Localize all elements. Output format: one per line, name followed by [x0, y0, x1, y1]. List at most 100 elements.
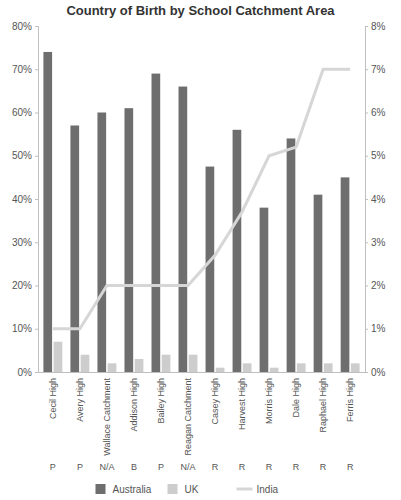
tick: Raphael High [318, 372, 328, 433]
bar [341, 177, 350, 372]
x-axis: Cecil HighAvery HighWallace CatchmentAdd… [39, 372, 366, 456]
tick-mark [35, 69, 38, 70]
bar [314, 195, 323, 372]
sublabel: N/A [99, 462, 114, 472]
tick: 50% [12, 150, 38, 161]
tick-mark [35, 329, 38, 330]
bar [216, 368, 225, 372]
tick-label: 7% [371, 64, 386, 75]
tick-label: 2% [371, 280, 386, 291]
tick-label: 4% [371, 194, 386, 205]
sublabel: R [293, 462, 300, 472]
tick: 1% [365, 323, 386, 334]
tick-mark [365, 113, 368, 114]
bar [179, 87, 188, 372]
tick-mark [35, 286, 38, 287]
tick-label: Harvest High [237, 378, 247, 430]
sublabel: P [77, 462, 83, 472]
tick-mark [365, 199, 368, 200]
tick-label: Addison High [129, 378, 139, 432]
legend-label: UK [185, 484, 199, 495]
tick: 7% [365, 64, 386, 75]
tick: 10% [12, 323, 38, 334]
sublabel: P [50, 462, 56, 472]
sublabel: R [239, 462, 246, 472]
tick-mark [35, 199, 38, 200]
tick-mark [35, 26, 38, 27]
x-sublabels: PPN/ABPN/ARRRRRR [50, 462, 354, 472]
bar [124, 108, 133, 372]
tick-label: 3% [371, 237, 386, 248]
tick: Dale High [291, 372, 301, 418]
tick: 6% [365, 107, 386, 118]
tick: 70% [12, 64, 38, 75]
tick-label: Bailey High [156, 378, 166, 424]
tick-label: Casey High [210, 378, 220, 425]
tick-mark [365, 69, 368, 70]
y-axis: 0% 10% 20% 30% 40% 50% 60% 70% 80% [12, 21, 39, 378]
bar-series [43, 52, 349, 372]
bar [351, 363, 360, 372]
tick: 0% [18, 367, 38, 378]
tick: Wallace Catchment [102, 372, 112, 456]
tick: 5% [365, 150, 386, 161]
bar [135, 359, 144, 372]
legend-swatch [96, 484, 106, 494]
tick-label: 70% [12, 64, 32, 75]
tick-label: Morris High [264, 378, 274, 424]
tick: Harvest High [237, 372, 247, 430]
tick-label: Avery High [75, 378, 85, 422]
tick-mark [365, 286, 368, 287]
bar [43, 52, 52, 372]
sublabel: B [131, 462, 137, 472]
tick: 40% [12, 194, 38, 205]
bar [81, 355, 90, 372]
legend-label: Australia [113, 484, 152, 495]
tick: 30% [12, 237, 38, 248]
tick: 60% [12, 107, 38, 118]
sublabel: R [347, 462, 354, 472]
legend-label: India [257, 484, 279, 495]
tick-label: 8% [371, 21, 386, 32]
tick: Bailey High [156, 372, 166, 424]
tick: Casey High [210, 372, 220, 425]
tick: 0% [365, 367, 386, 378]
tick-label: 50% [12, 150, 32, 161]
tick-label: 40% [12, 194, 32, 205]
tick-label: Reagan Catchment [183, 378, 193, 456]
title: Country of Birth by School Catchment Are… [66, 3, 335, 18]
tick-mark [365, 156, 368, 157]
bar-series [54, 342, 360, 372]
tick: 20% [12, 280, 38, 291]
tick-mark [365, 242, 368, 243]
tick-label: 30% [12, 237, 32, 248]
tick-mark [35, 372, 38, 373]
tick: 80% [12, 21, 38, 32]
bar [270, 368, 279, 372]
bar [97, 113, 106, 373]
sublabel: N/A [180, 462, 195, 472]
legend: Australia UK India [96, 484, 279, 495]
legend-swatch [237, 488, 253, 491]
tick: 3% [365, 237, 386, 248]
plot-area [43, 52, 359, 372]
tick-label: 5% [371, 150, 386, 161]
bar [162, 355, 171, 372]
tick: Ferris High [345, 372, 355, 422]
bar [54, 342, 63, 372]
tick-label: Dale High [291, 378, 301, 418]
bar [287, 138, 296, 372]
y2-axis: 0% 1% 2% 3% 4% 5% 6% 7% 8% [365, 21, 386, 378]
axis-line [39, 372, 366, 373]
bar [152, 74, 161, 372]
bar [260, 208, 269, 372]
tick-label: 0% [18, 367, 33, 378]
bar [108, 363, 117, 372]
tick: Addison High [129, 372, 139, 432]
chart: Country of Birth by School Catchment Are… [0, 0, 401, 500]
bar [189, 355, 198, 372]
tick-label: 60% [12, 107, 32, 118]
tick: Reagan Catchment [183, 372, 193, 456]
bar [297, 363, 306, 372]
tick: 4% [365, 194, 386, 205]
